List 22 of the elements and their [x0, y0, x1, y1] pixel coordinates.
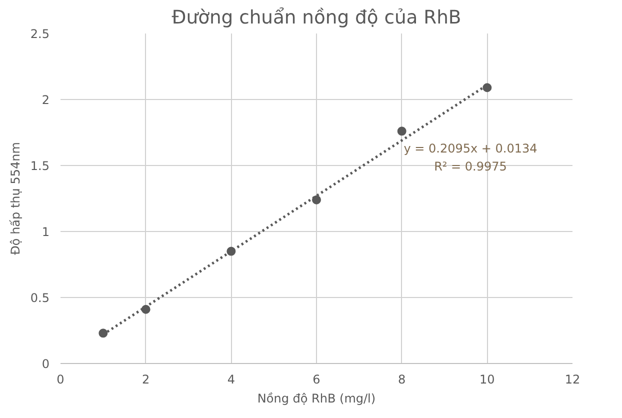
x-tick-label: 8 [398, 372, 406, 386]
x-axis-title: Nồng độ RhB (mg/l) [257, 392, 376, 406]
x-tick-label: 10 [480, 372, 495, 386]
x-tick-label: 4 [227, 372, 235, 386]
x-tick-label: 12 [564, 372, 580, 386]
annotation: y = 0.2095x + 0.0134 [404, 142, 538, 156]
x-tick-label: 6 [312, 372, 320, 386]
y-tick-label: 2.5 [30, 27, 50, 41]
y-tick-label: 0.5 [30, 291, 50, 305]
y-tick-label: 2 [42, 93, 50, 107]
y-tick-label: 1 [42, 225, 50, 239]
x-tick-label: 2 [142, 372, 150, 386]
point [98, 328, 108, 338]
point [312, 195, 321, 204]
y-axis-title: Độ hấp thụ 554nm [8, 142, 22, 255]
y-tick-label: 1.5 [30, 159, 50, 173]
point [397, 126, 406, 136]
annotation: R² = 0.9975 [434, 160, 507, 174]
x-tick-label: 0 [56, 372, 64, 386]
chart-title: Đường chuẩn nồng độ của RhB [172, 6, 462, 28]
point [482, 83, 492, 92]
y-tick-label: 0 [42, 357, 50, 371]
